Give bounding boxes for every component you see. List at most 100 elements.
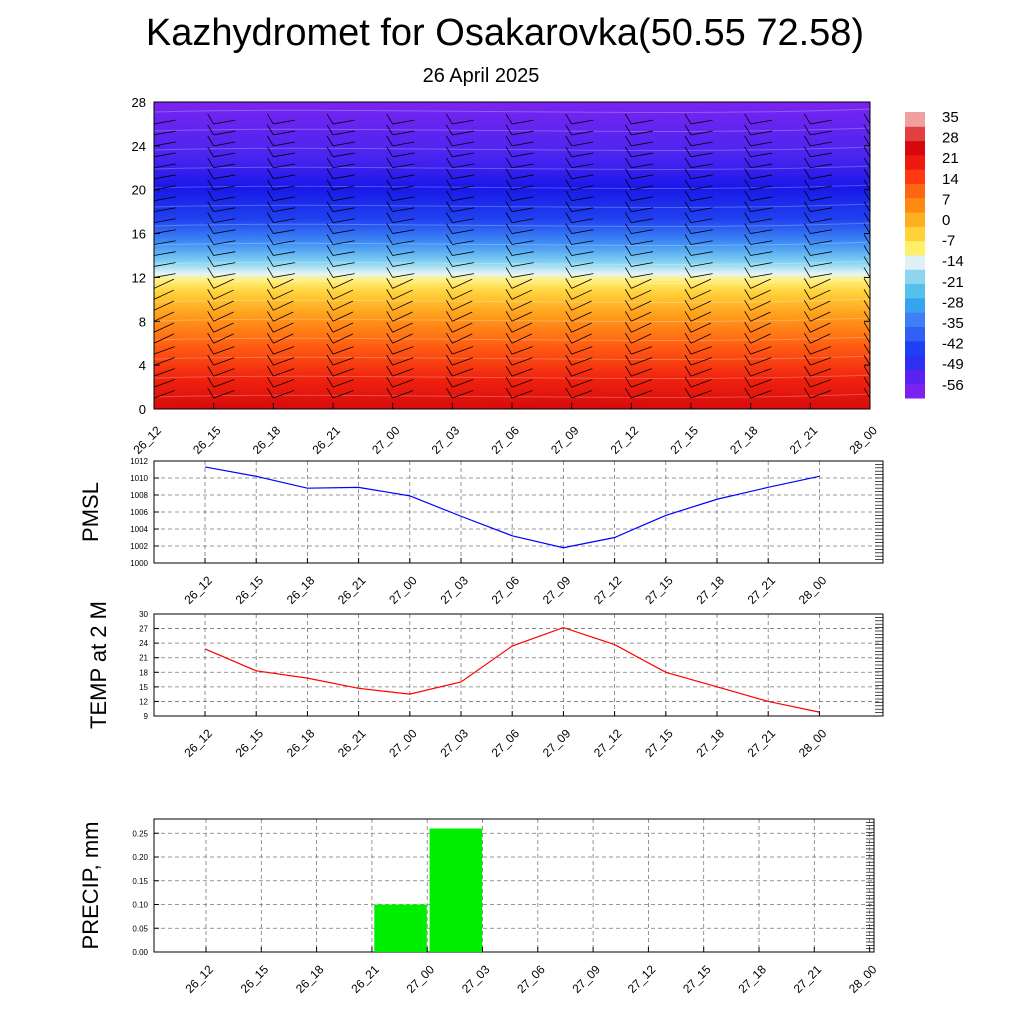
wind-barb-feather [266,267,274,278]
wind-barb-feather [565,223,573,234]
wind-barb-feather [803,223,811,234]
wind-barb-feather [386,113,394,125]
wind-barb [571,368,593,377]
wind-barb [452,333,473,344]
colorbar-swatch [905,140,925,156]
wind-barb-feather [386,256,394,267]
x-tick-label: 27_18 [735,962,769,996]
wind-barb-feather [744,234,752,245]
wind-barb [869,244,870,245]
wind-barb-feather [505,201,513,212]
colorbar-swatch [905,312,925,327]
wind-barb [571,218,594,224]
wind-barb-feather [684,157,692,168]
wind-barb [511,229,534,234]
wind-barb [332,229,355,234]
x-tick-label: 27_12 [625,962,659,996]
wind-barb [213,346,235,355]
wind-barb [452,185,475,191]
wind-barb-feather [505,157,513,168]
wind-barb-feather [386,201,394,212]
wind-barb-feather [565,289,573,300]
colorbar-label: -28 [942,294,964,311]
colorbar-swatch [905,212,925,227]
wind-barb [511,240,534,245]
wind-barb-feather [266,245,274,256]
wind-barb-feather [154,287,155,289]
wind-barb [750,130,773,136]
wind-barb [452,278,473,289]
wind-barb [869,320,870,322]
wind-barb-feather [803,201,811,212]
wind-barb [631,163,654,169]
wind-barb-feather [624,376,632,388]
wind-barb-feather [505,179,513,190]
wind-barb-feather [386,365,394,377]
wind-barb [154,357,175,366]
wind-barb [213,390,235,399]
wind-barb [810,262,833,267]
wind-barb [810,311,831,322]
wind-barb-feather [684,201,692,212]
wind-barb [690,278,712,289]
wind-barb-feather [565,267,573,278]
wind-barb-feather [207,311,215,322]
wind-barb-feather [445,124,453,136]
wind-barb [750,174,773,180]
wind-barb-feather [863,376,870,388]
y-tick-label: 28 [132,95,146,110]
panel-frame [153,818,875,953]
wind-barb [213,174,236,180]
x-tick-label: 27_06 [488,423,522,457]
wind-barb [273,311,294,322]
wind-barb [690,240,713,245]
wind-barb [392,174,415,180]
y-axis-label: PMSL [78,482,103,542]
wind-barb [392,141,415,147]
wind-barb-feather [154,386,155,388]
wind-barb-feather [624,267,632,278]
wind-barb-feather [624,289,632,300]
wind-barb [452,196,475,202]
wind-barb-feather [863,223,870,234]
wind-barb-feather [266,146,274,158]
wind-barb [273,229,296,234]
wind-barb-feather [505,256,513,267]
wind-barb [332,207,355,213]
x-tick-label: 27_00 [369,423,403,457]
wind-barb-feather [445,343,453,355]
wind-barb-feather [326,223,334,234]
wind-barb-feather [386,354,394,366]
wind-barb-feather [326,201,334,212]
wind-barb [571,229,594,234]
wind-barb-feather [744,289,752,300]
wind-barb [571,119,594,125]
wind-barb-feather [803,311,811,322]
wind-barb [273,240,296,245]
wind-barb-feather [565,146,573,158]
wind-barb-feather [624,300,632,311]
contour-line [154,298,870,303]
wind-barb [154,229,176,234]
wind-barb [332,322,354,333]
wind-barb [810,278,831,289]
wind-barb-feather [207,376,215,388]
wind-barb [571,174,594,180]
wind-barb [273,278,294,289]
colorbar-swatch [905,112,925,127]
wind-barb [869,134,870,135]
wind-barb-feather [684,267,692,278]
wind-barb [869,255,870,256]
wind-barb [750,240,773,245]
wind-barb [869,266,870,267]
wind-barb [273,273,296,278]
wind-barb-feather [266,157,274,168]
wind-barb-feather [624,311,632,322]
wind-barb [511,379,533,388]
wind-barb-feather [624,157,632,168]
wind-barb-feather [863,311,870,322]
wind-barb-feather [744,124,752,136]
x-tick-label: 26_21 [335,573,369,607]
wind-barb [392,152,415,158]
wind-barb [392,322,413,333]
